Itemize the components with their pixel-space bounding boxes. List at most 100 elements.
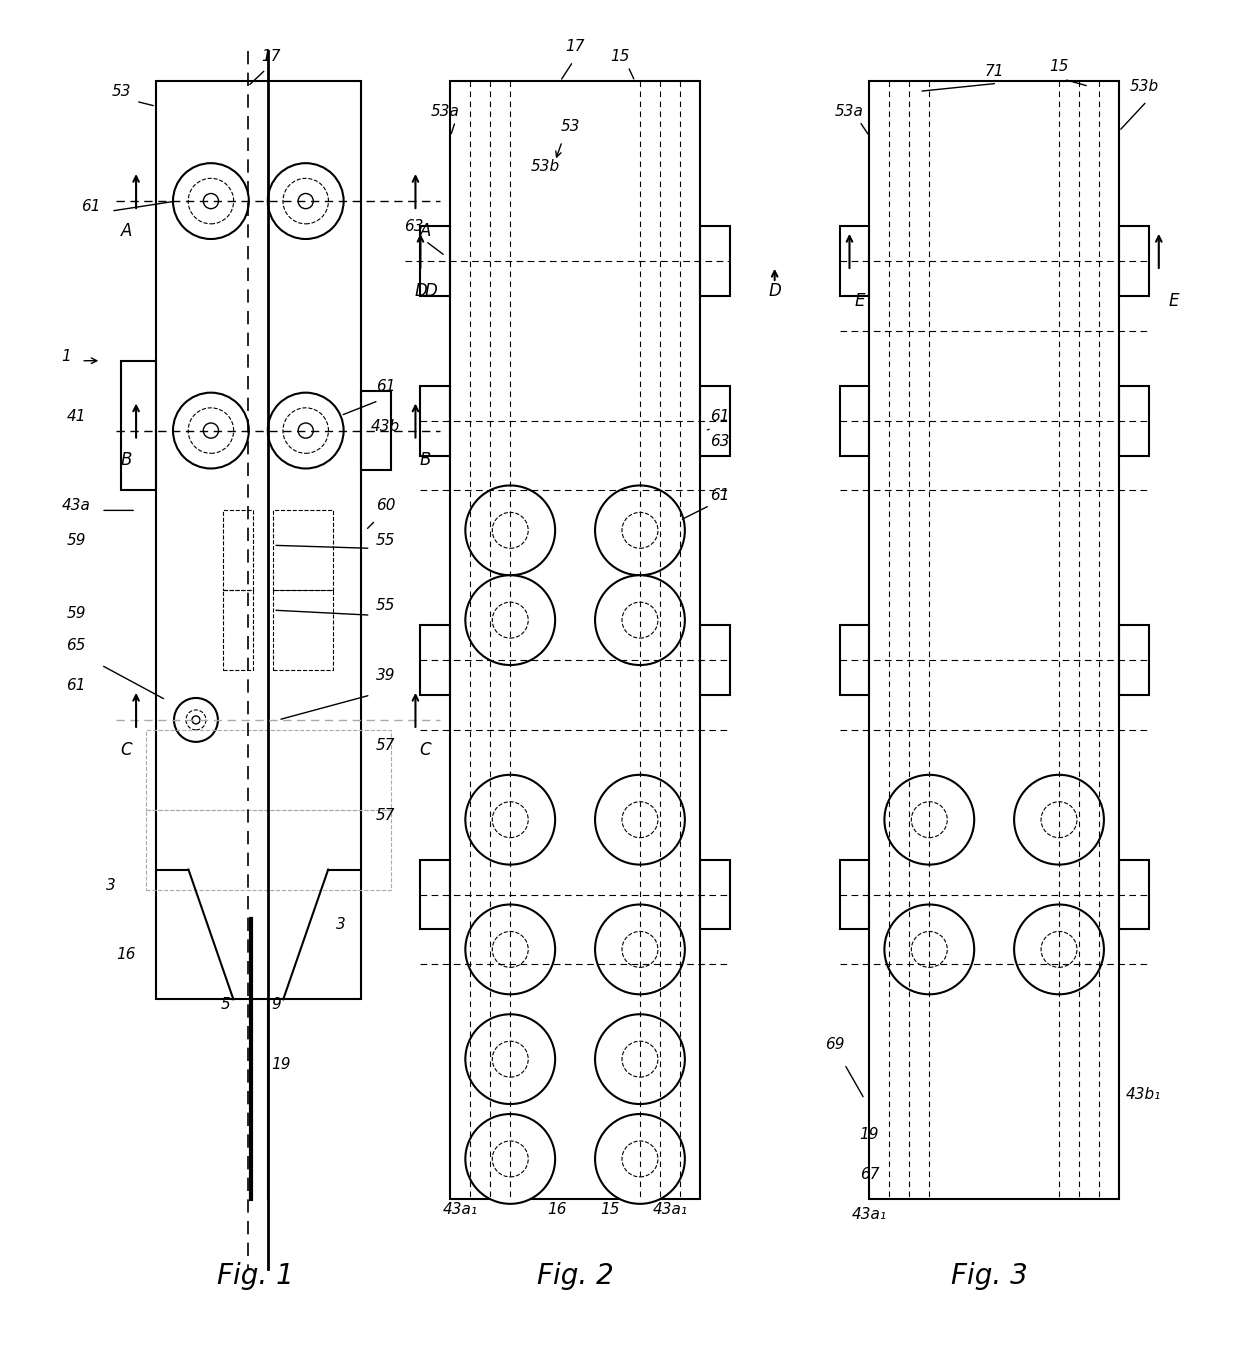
- Text: 59: 59: [67, 534, 86, 549]
- Bar: [839, 226, 869, 296]
- Text: A: A: [420, 222, 432, 240]
- Circle shape: [884, 905, 975, 994]
- Bar: [699, 860, 730, 930]
- Bar: [420, 386, 450, 456]
- Text: 43a₁: 43a₁: [443, 1202, 477, 1217]
- Text: 55: 55: [376, 598, 396, 613]
- Circle shape: [465, 575, 556, 665]
- Text: 16: 16: [547, 1202, 567, 1217]
- Circle shape: [465, 1114, 556, 1203]
- Text: 53: 53: [112, 85, 131, 100]
- Text: 17: 17: [262, 49, 280, 64]
- Text: 53a: 53a: [835, 104, 864, 119]
- Text: 41: 41: [67, 408, 86, 423]
- Text: B: B: [420, 452, 432, 470]
- Text: 19: 19: [859, 1127, 879, 1142]
- Text: 19: 19: [272, 1057, 290, 1072]
- Text: 53: 53: [560, 119, 580, 134]
- Bar: [699, 626, 730, 695]
- Circle shape: [595, 1014, 684, 1103]
- Bar: [839, 860, 869, 930]
- Text: E: E: [854, 292, 864, 309]
- Bar: [1118, 386, 1148, 456]
- Bar: [420, 860, 450, 930]
- Text: 43b: 43b: [371, 419, 401, 434]
- Text: 53b: 53b: [1130, 79, 1158, 94]
- Text: 43a: 43a: [62, 498, 91, 513]
- Bar: [420, 226, 450, 296]
- Circle shape: [465, 486, 556, 575]
- Bar: [223, 511, 253, 590]
- Text: 61: 61: [711, 408, 729, 423]
- Text: 67: 67: [859, 1166, 879, 1181]
- Circle shape: [884, 775, 975, 865]
- Text: 57: 57: [376, 808, 396, 823]
- Text: 53a: 53a: [432, 104, 460, 119]
- Text: 43a₁: 43a₁: [652, 1202, 687, 1217]
- Text: C: C: [419, 741, 432, 758]
- Text: 55: 55: [376, 534, 396, 549]
- Circle shape: [595, 575, 684, 665]
- Text: 16: 16: [117, 947, 136, 962]
- Bar: [839, 626, 869, 695]
- Bar: [1118, 860, 1148, 930]
- Bar: [146, 809, 391, 890]
- Text: 43b₁: 43b₁: [1126, 1087, 1162, 1102]
- Text: B: B: [120, 452, 131, 470]
- Bar: [699, 386, 730, 456]
- Circle shape: [595, 1114, 684, 1203]
- Text: 43a₁: 43a₁: [852, 1207, 887, 1221]
- Circle shape: [465, 775, 556, 865]
- Circle shape: [595, 905, 684, 994]
- Text: C: C: [120, 741, 131, 758]
- Circle shape: [465, 905, 556, 994]
- Text: A: A: [120, 222, 131, 240]
- Text: Fig. 1: Fig. 1: [217, 1262, 294, 1290]
- Text: 63: 63: [711, 434, 729, 449]
- Circle shape: [465, 1014, 556, 1103]
- Text: 15: 15: [1049, 59, 1069, 74]
- Bar: [869, 81, 1118, 1199]
- Bar: [273, 590, 334, 669]
- Text: 39: 39: [376, 668, 396, 683]
- Bar: [450, 81, 699, 1199]
- Text: 17: 17: [565, 40, 585, 55]
- Text: 61: 61: [67, 678, 86, 693]
- Text: 61: 61: [711, 489, 729, 504]
- Bar: [839, 386, 869, 456]
- Bar: [1118, 226, 1148, 296]
- Text: 61: 61: [82, 199, 100, 214]
- Text: E: E: [1168, 292, 1179, 309]
- Text: 63: 63: [404, 219, 423, 234]
- Bar: [699, 226, 730, 296]
- Bar: [420, 626, 450, 695]
- Text: 61: 61: [376, 379, 396, 394]
- Text: 71: 71: [985, 64, 1004, 79]
- Text: 3: 3: [336, 917, 346, 932]
- Bar: [361, 390, 391, 471]
- Circle shape: [1014, 905, 1104, 994]
- Text: 15: 15: [600, 1202, 620, 1217]
- Circle shape: [1014, 775, 1104, 865]
- Text: D: D: [424, 282, 436, 300]
- Circle shape: [595, 486, 684, 575]
- Text: 53b: 53b: [531, 159, 559, 174]
- Text: 3: 3: [107, 878, 117, 893]
- Circle shape: [595, 775, 684, 865]
- Text: 60: 60: [376, 498, 396, 513]
- Bar: [1118, 626, 1148, 695]
- Bar: [122, 360, 156, 490]
- Text: 57: 57: [376, 738, 396, 753]
- Bar: [146, 730, 391, 809]
- Text: 1: 1: [61, 349, 71, 364]
- Bar: [223, 590, 253, 669]
- Text: 69: 69: [825, 1038, 844, 1053]
- Bar: [273, 511, 334, 590]
- Text: 5: 5: [221, 997, 231, 1012]
- Text: 59: 59: [67, 606, 86, 622]
- Text: Fig. 2: Fig. 2: [537, 1262, 614, 1290]
- Text: 65: 65: [67, 638, 86, 653]
- Text: Fig. 3: Fig. 3: [951, 1262, 1028, 1290]
- Text: D: D: [414, 282, 427, 300]
- Text: 15: 15: [610, 49, 630, 64]
